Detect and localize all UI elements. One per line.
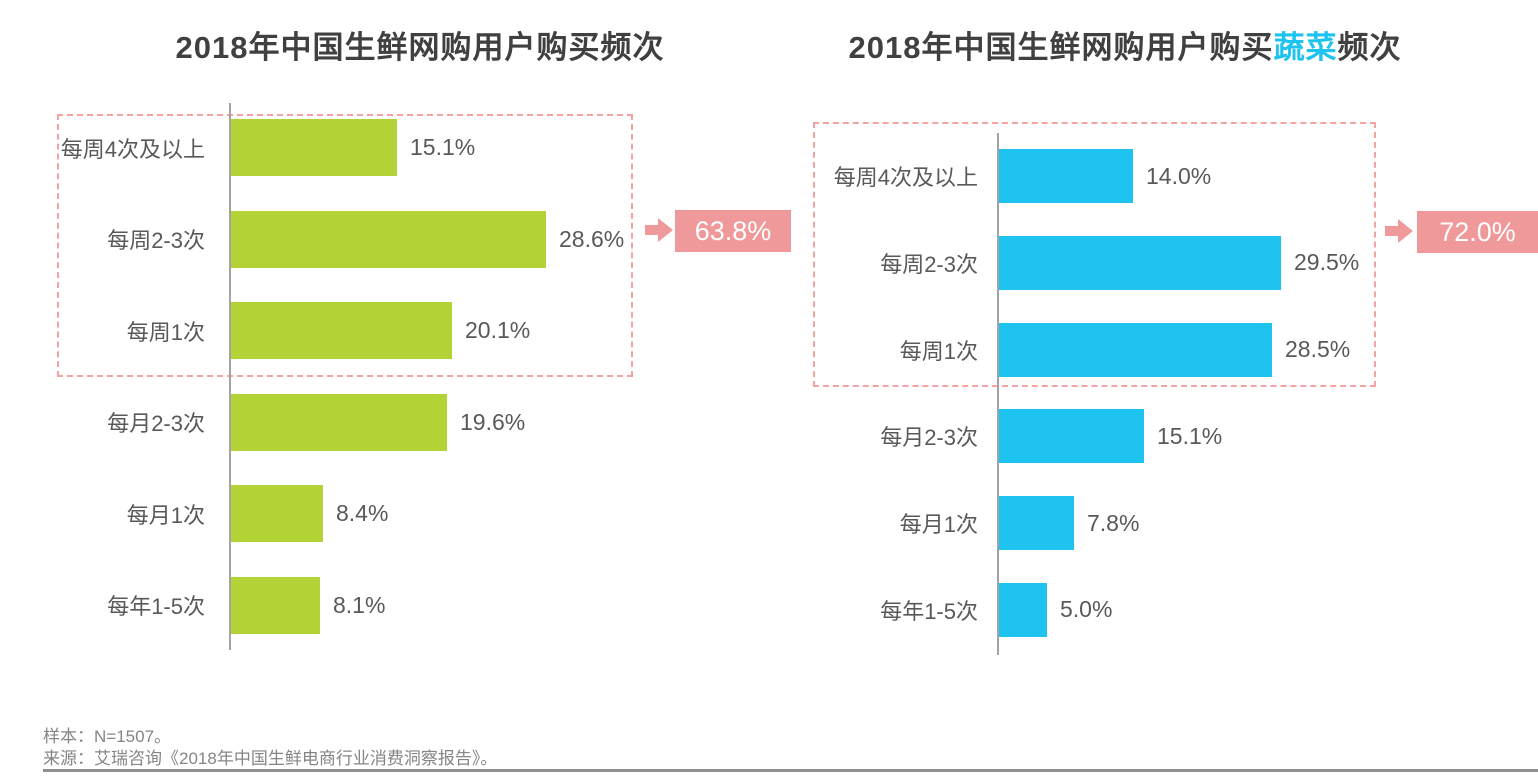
value-label: 5.0% (1060, 596, 1113, 623)
chart-row: 每年1-5次 5.0% (790, 582, 1538, 637)
chart-row: 每周2-3次 29.5% (790, 235, 1538, 290)
category-label: 每周1次 (126, 319, 205, 345)
bar (231, 485, 323, 542)
category-label: 每周2-3次 (880, 251, 978, 277)
chart-title-prefix: 2018年中国生鲜网购用户购买 (848, 30, 1274, 65)
bar (999, 322, 1272, 377)
category-label: 每年1-5次 (107, 594, 205, 619)
category-label: 每周2-3次 (107, 228, 205, 253)
category-label: 每月2-3次 (880, 425, 978, 451)
chart-row: 每周4次及以上 14.0% (790, 149, 1538, 203)
bar-rows: 每周4次及以上 14.0% 每周2-3次 29.5% 每周1次 28.5% 每月… (790, 149, 1538, 670)
footer-notes: 样本：N=1507。 来源：艾瑞咨询《2018年中国生鲜电商行业消费洞察报告》。 (43, 726, 497, 770)
chart-row: 每月1次 7.8% (790, 496, 1538, 551)
chart-title: 2018年中国生鲜网购用户购买蔬菜频次 (751, 22, 1499, 67)
chart-row: 每周4次及以上 15.1% (0, 119, 790, 176)
y-axis-line (229, 103, 231, 650)
chart-row: 每月2-3次 15.1% (790, 409, 1538, 464)
bar-rows: 每周4次及以上 15.1% 每周2-3次 28.6% 每周1次 20.1% 每月… (0, 119, 790, 668)
chart-title-prefix: 2018年中国生鲜网购用户购买 (175, 30, 601, 65)
right-arrow-icon (1385, 219, 1413, 243)
bar (231, 576, 320, 634)
highlight-total-badge: 72.0% (1417, 211, 1538, 253)
category-label: 每周4次及以上 (833, 165, 978, 190)
value-label: 29.5% (1294, 249, 1360, 276)
chart-row: 每月2-3次 19.6% (0, 393, 790, 451)
chart-row: 每年1-5次 8.1% (0, 576, 790, 634)
value-label: 15.1% (410, 134, 476, 160)
category-label: 每年1-5次 (880, 598, 978, 624)
chart-row: 每周1次 20.1% (0, 302, 790, 359)
value-label: 8.1% (333, 591, 386, 618)
highlight-total-badge: 63.8% (675, 210, 791, 252)
bar (999, 235, 1281, 290)
value-label: 28.5% (1285, 336, 1351, 363)
y-axis-line (997, 133, 999, 655)
value-label: 15.1% (1157, 422, 1223, 449)
bottom-divider (43, 769, 1538, 772)
chart-vegetable-purchase-frequency: 2018年中国生鲜网购用户购买蔬菜频次 每周4次及以上 14.0% 每周2-3次… (790, 0, 1538, 700)
bar (231, 393, 447, 451)
value-label: 19.6% (460, 408, 526, 435)
chart-title-suffix: 频次 (600, 30, 665, 65)
chart-row: 每月1次 8.4% (0, 485, 790, 542)
chart-title: 2018年中国生鲜网购用户购买频次 (25, 22, 815, 67)
value-label: 7.8% (1087, 509, 1140, 536)
chart-title-suffix: 频次 (1337, 30, 1402, 65)
chart-purchase-frequency: 2018年中国生鲜网购用户购买频次 每周4次及以上 15.1% 每周2-3次 2… (0, 0, 791, 700)
bar (231, 210, 546, 268)
highlight-dashed-box (813, 122, 1376, 387)
category-label: 每月1次 (899, 512, 978, 538)
source-note: 来源：艾瑞咨询《2018年中国生鲜电商行业消费洞察报告》。 (43, 749, 498, 768)
sample-note: 样本：N=1507。 (43, 727, 172, 746)
value-label: 14.0% (1146, 162, 1212, 189)
bar (231, 119, 397, 176)
value-label: 28.6% (559, 225, 625, 252)
bar (999, 149, 1133, 203)
bar (999, 409, 1144, 464)
bar (231, 302, 452, 359)
highlight-dashed-box (57, 114, 633, 377)
category-label: 每周1次 (899, 338, 978, 364)
chart-row: 每周2-3次 28.6% (0, 210, 790, 268)
category-label: 每月2-3次 (107, 411, 205, 436)
bar (999, 582, 1047, 637)
chart-row: 每周1次 28.5% (790, 322, 1538, 377)
value-label: 20.1% (465, 317, 531, 343)
right-arrow-icon (645, 218, 673, 242)
chart-title-highlight: 蔬菜 (1273, 30, 1338, 65)
category-label: 每周4次及以上 (60, 136, 205, 162)
value-label: 8.4% (336, 500, 389, 526)
category-label: 每月1次 (126, 502, 205, 528)
bar (999, 496, 1074, 551)
